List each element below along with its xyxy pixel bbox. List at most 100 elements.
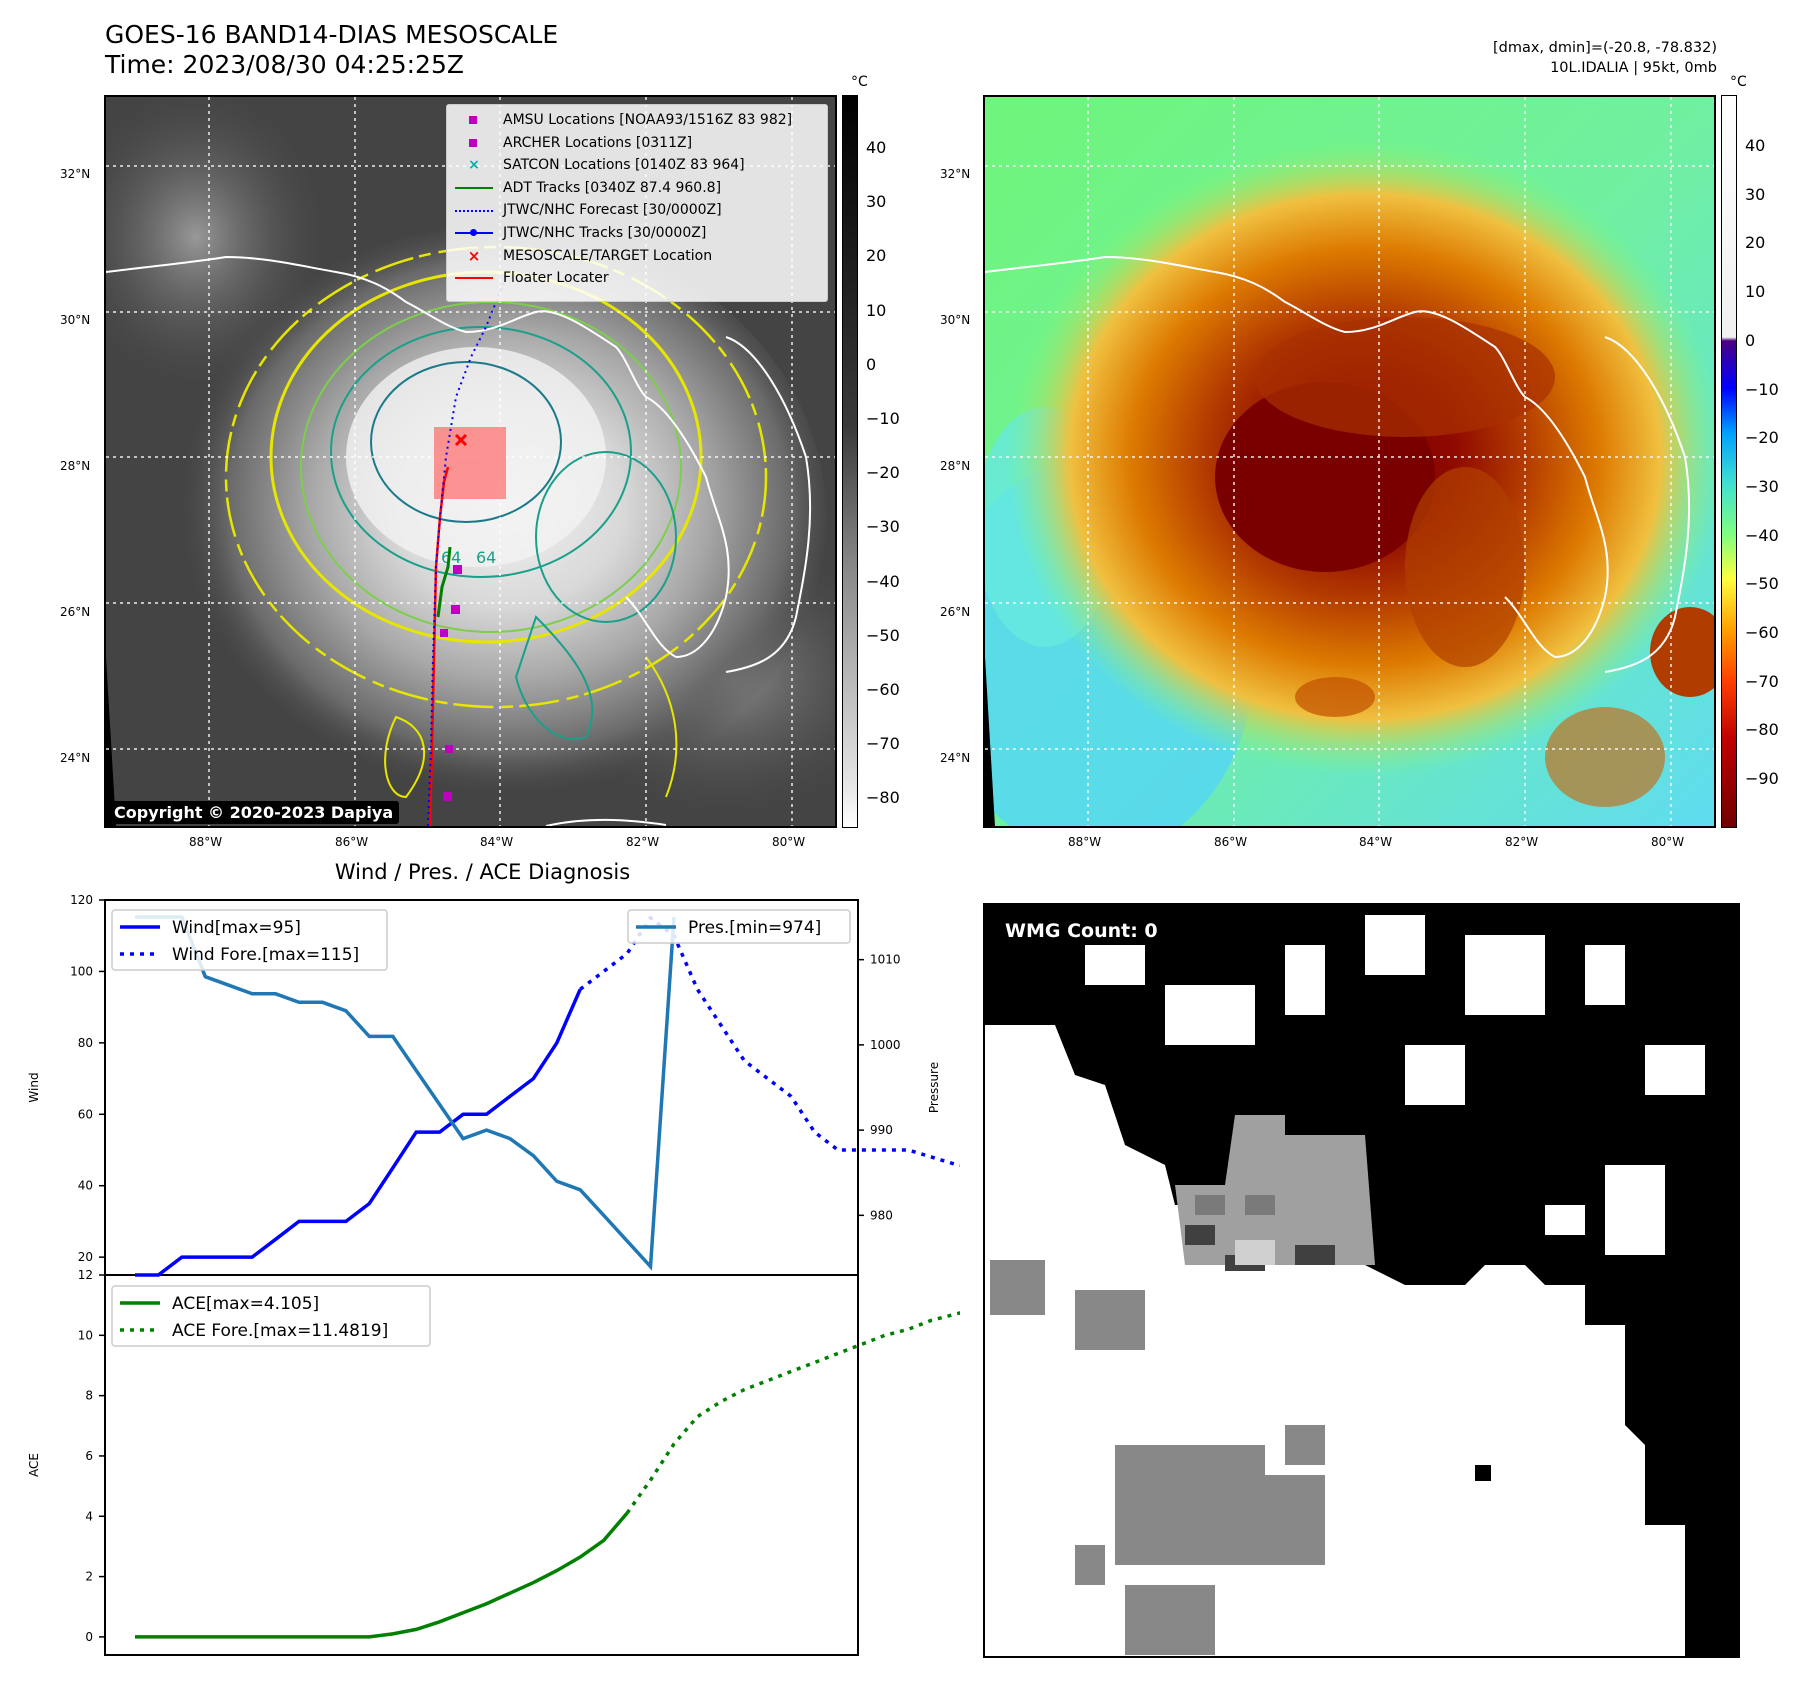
amsu-markers xyxy=(440,565,462,801)
legend-item-adt: ADT Tracks [0340Z 87.4 960.8] xyxy=(455,177,819,200)
y-tick-label: 120 xyxy=(70,893,93,907)
y-tick-label: 12 xyxy=(78,1268,93,1282)
y-tick-label: 0 xyxy=(85,1630,93,1644)
colorbar-tick-label: 20 xyxy=(1745,233,1766,253)
grayscale-colorbar xyxy=(842,95,858,828)
lat-label: 32°N xyxy=(940,167,971,181)
lon-label: 80°W xyxy=(772,835,806,849)
y-tick-label: 40 xyxy=(78,1179,93,1193)
colorbar-tick-label: −80 xyxy=(866,788,900,808)
wind-legend xyxy=(111,909,388,971)
colorbar-tick-label: −60 xyxy=(866,680,900,699)
legend-item-forecast: JTWC/NHC Forecast [30/0000Z] xyxy=(455,199,819,222)
colorbar-unit: °C xyxy=(851,74,868,90)
ace-forecast-series-line xyxy=(625,1311,960,1515)
colorbar-tick-label: 30 xyxy=(1745,184,1766,204)
ace-legend xyxy=(111,1285,431,1347)
legend-item-floater: Floater Locater xyxy=(455,267,819,290)
y-tick-label: 990 xyxy=(870,1123,893,1137)
y-tick-label: 2 xyxy=(85,1570,93,1584)
colorbar-tick-label: 0 xyxy=(866,354,877,374)
lat-label: 30°N xyxy=(940,313,971,327)
y-axis-label: Wind xyxy=(27,1072,41,1102)
colorbar-tick-label: −90 xyxy=(1745,769,1779,789)
colorbar-tick-label: −70 xyxy=(866,734,900,754)
enhanced-colorbar xyxy=(1721,95,1737,828)
ir-enhanced-map xyxy=(983,95,1716,828)
lat-label: 28°N xyxy=(60,459,91,473)
colorbar-tick-label: 30 xyxy=(866,192,887,212)
lon-label: 88°W xyxy=(189,835,223,849)
legend-item-archer: ARCHER Locations [0311Z] xyxy=(455,132,819,155)
y-tick-label: 100 xyxy=(70,964,93,978)
y-tick-label: 4 xyxy=(85,1509,93,1523)
colorbar-tick-label: −40 xyxy=(866,571,900,591)
pressure-legend xyxy=(627,909,851,944)
legend-label: ACE[max=4.105] xyxy=(172,1294,319,1314)
y-tick-label: 1000 xyxy=(870,1038,901,1052)
y-axis-label: Pressure xyxy=(927,1062,941,1113)
lon-label: 84°W xyxy=(1359,835,1393,849)
pressure-series-line xyxy=(135,915,676,1271)
storm-info-text: 10L.IDALIA | 95kt, 0mb xyxy=(1550,60,1717,76)
colorbar-tick-label: 0 xyxy=(1745,330,1756,350)
colorbar-tick-label: −50 xyxy=(866,625,900,645)
lon-label: 86°W xyxy=(335,835,369,849)
lat-label: 26°N xyxy=(60,605,91,619)
ace-axes-frame xyxy=(104,1274,859,1656)
colorbar-tick-label: −20 xyxy=(866,463,900,483)
colorbar-tick-label: −30 xyxy=(866,517,900,537)
lon-label: 84°W xyxy=(480,835,514,849)
legend-item-amsu: AMSU Locations [NOAA93/1516Z 83 982] xyxy=(455,109,819,132)
chart-title: Wind / Pres. / ACE Diagnosis xyxy=(334,860,631,884)
lon-label: 86°W xyxy=(1214,835,1248,849)
floater-box xyxy=(434,427,506,499)
map-legend: AMSU Locations [NOAA93/1516Z 83 982] ARC… xyxy=(446,104,828,302)
colorbar-tick-label: −60 xyxy=(1745,623,1779,642)
wmg-count-label: WMG Count: 0 xyxy=(999,918,1164,944)
lat-label: 26°N xyxy=(940,605,971,619)
contour-label: 64 xyxy=(441,548,461,567)
y-tick-label: 8 xyxy=(85,1389,93,1403)
legend-item-tracks: JTWC/NHC Tracks [30/0000Z] xyxy=(455,222,819,245)
colorbar-tick-label: −40 xyxy=(1745,525,1779,545)
figure-title: GOES-16 BAND14-DIAS MESOSCALE Time: 2023… xyxy=(105,20,558,80)
y-tick-label: 80 xyxy=(78,1036,93,1050)
y-tick-label: 6 xyxy=(85,1449,93,1463)
wmg-image xyxy=(985,905,1738,1656)
legend-label: ACE Fore.[max=11.4819] xyxy=(172,1321,388,1341)
title-line-2: Time: 2023/08/30 04:25:25Z xyxy=(105,50,464,79)
copyright-label: Copyright © 2020-2023 Dapiya xyxy=(108,801,400,824)
colorbar-tick-label: −30 xyxy=(1745,476,1779,496)
legend-label: Wind Fore.[max=115] xyxy=(172,945,359,965)
adt-track xyxy=(436,546,452,618)
y-axis-label: ACE xyxy=(27,1453,41,1477)
lat-label: 28°N xyxy=(940,459,971,473)
colorbar-tick-label: 10 xyxy=(1745,282,1766,302)
figure-subtitle: [dmax, dmin]=(-20.8, -78.832) 10L.IDALIA… xyxy=(1493,38,1717,78)
colorbar-tick-label: 40 xyxy=(1745,136,1766,155)
contour-label: 64 xyxy=(476,548,496,567)
lon-label: 88°W xyxy=(1068,835,1102,849)
legend-label: Pres.[min=974] xyxy=(688,918,821,938)
y-tick-label: 1010 xyxy=(870,953,901,967)
colorbar-tick-label: −10 xyxy=(1745,379,1779,399)
y-tick-label: 20 xyxy=(78,1250,93,1264)
ir-enhanced-image xyxy=(985,97,1714,826)
legend-item-target: × MESOSCALE/TARGET Location xyxy=(467,246,713,265)
dmax-dmin-text: [dmax, dmin]=(-20.8, -78.832) xyxy=(1492,40,1717,56)
y-tick-label: 980 xyxy=(870,1208,893,1222)
colorbar-tick-label: −10 xyxy=(866,409,900,428)
lon-label: 82°W xyxy=(1505,835,1539,849)
colorbar-tick-label: 10 xyxy=(866,300,887,320)
legend-item-satcon: × SATCON Locations [0140Z 83 964] xyxy=(468,157,745,174)
y-tick-label: 10 xyxy=(78,1328,93,1342)
colorbar-tick-label: −50 xyxy=(1745,574,1779,594)
lat-label: 24°N xyxy=(940,751,971,765)
ace-series-line xyxy=(135,1511,629,1639)
colorbar-tick-label: 40 xyxy=(866,138,887,157)
colorbar-tick-label: −20 xyxy=(1745,428,1779,448)
lat-label: 32°N xyxy=(60,167,91,181)
colorbar-tick-label: −80 xyxy=(1745,720,1779,740)
colorbar-unit: °C xyxy=(1730,74,1747,90)
